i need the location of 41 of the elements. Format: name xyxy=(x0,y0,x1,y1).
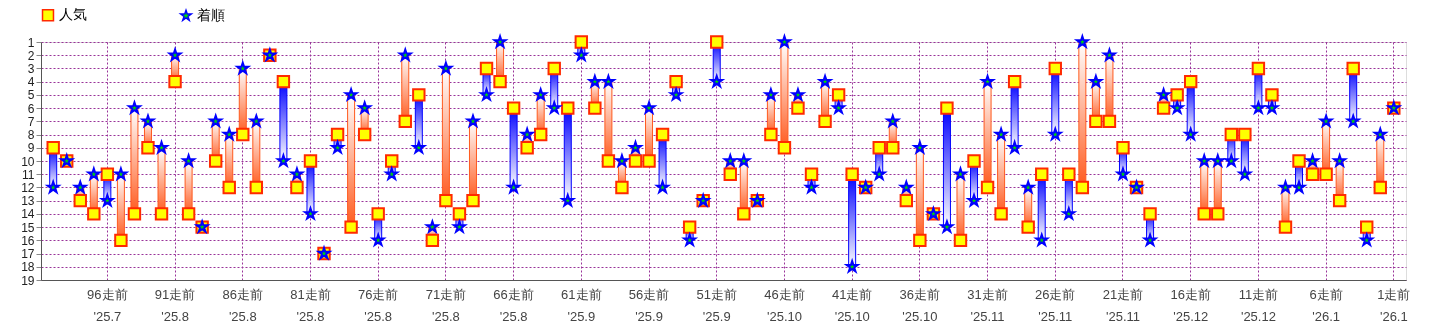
x-tick-label: 1走前 '26.1 xyxy=(1377,286,1411,324)
y-tick-label: 6 xyxy=(27,101,35,116)
legend-label: 人気 xyxy=(59,6,87,23)
x-tick-label: 81走前 '25.8 xyxy=(290,286,331,324)
y-tick-label: 3 xyxy=(27,61,35,76)
x-tick-label: 91走前 '25.8 xyxy=(154,286,196,324)
y-tick-label: 7 xyxy=(27,114,35,129)
legend-label: 着順 xyxy=(197,6,225,23)
x-tick-label: 86走前 '25.8 xyxy=(222,286,264,324)
x-tick-label: 61走前 '25.9 xyxy=(561,286,602,324)
x-tick-label: 76走前 '25.8 xyxy=(357,286,399,324)
x-tick-label: 71走前 '25.8 xyxy=(425,286,467,324)
y-tick-label: 12 xyxy=(21,180,35,195)
x-tick-label: 36走前 '25.10 xyxy=(899,286,941,324)
x-tick-label: 6走前 '26.1 xyxy=(1309,286,1343,324)
x-tick-label: 16走前 '25.12 xyxy=(1170,286,1211,324)
y-tick-label: 10 xyxy=(21,154,35,169)
y-tick-label: 15 xyxy=(21,220,35,235)
x-tick-label: 31走前 '25.11 xyxy=(967,286,1008,324)
x-tick-label: 11走前 '25.12 xyxy=(1238,286,1279,324)
y-tick-label: 5 xyxy=(27,88,35,103)
x-tick-label: 56走前 '25.9 xyxy=(628,286,670,324)
x-tick-label: 66走前 '25.8 xyxy=(493,286,534,324)
x-tick-label: 26走前 '25.11 xyxy=(1035,286,1076,324)
y-tick-label: 17 xyxy=(21,247,35,262)
x-tick-label: 96走前 '25.7 xyxy=(87,286,128,324)
y-tick-label: 18 xyxy=(21,260,35,275)
y-tick-label: 13 xyxy=(21,194,35,209)
y-tick-label: 19 xyxy=(21,273,35,288)
y-tick-label: 9 xyxy=(27,141,35,156)
y-tick-label: 1 xyxy=(27,35,35,50)
y-tick-label: 4 xyxy=(27,75,35,90)
y-tick-label: 2 xyxy=(27,48,35,63)
y-tick-label: 16 xyxy=(21,233,35,248)
x-tick-label: 46走前 '25.10 xyxy=(764,286,805,324)
y-tick-label: 14 xyxy=(21,207,35,222)
y-tick-label: 11 xyxy=(22,167,35,182)
x-tick-label: 21走前 '25.11 xyxy=(1102,286,1144,324)
x-tick-label: 41走前 '25.10 xyxy=(831,286,873,324)
y-tick-label: 8 xyxy=(27,128,35,143)
x-tick-label: 51走前 '25.9 xyxy=(696,286,737,324)
